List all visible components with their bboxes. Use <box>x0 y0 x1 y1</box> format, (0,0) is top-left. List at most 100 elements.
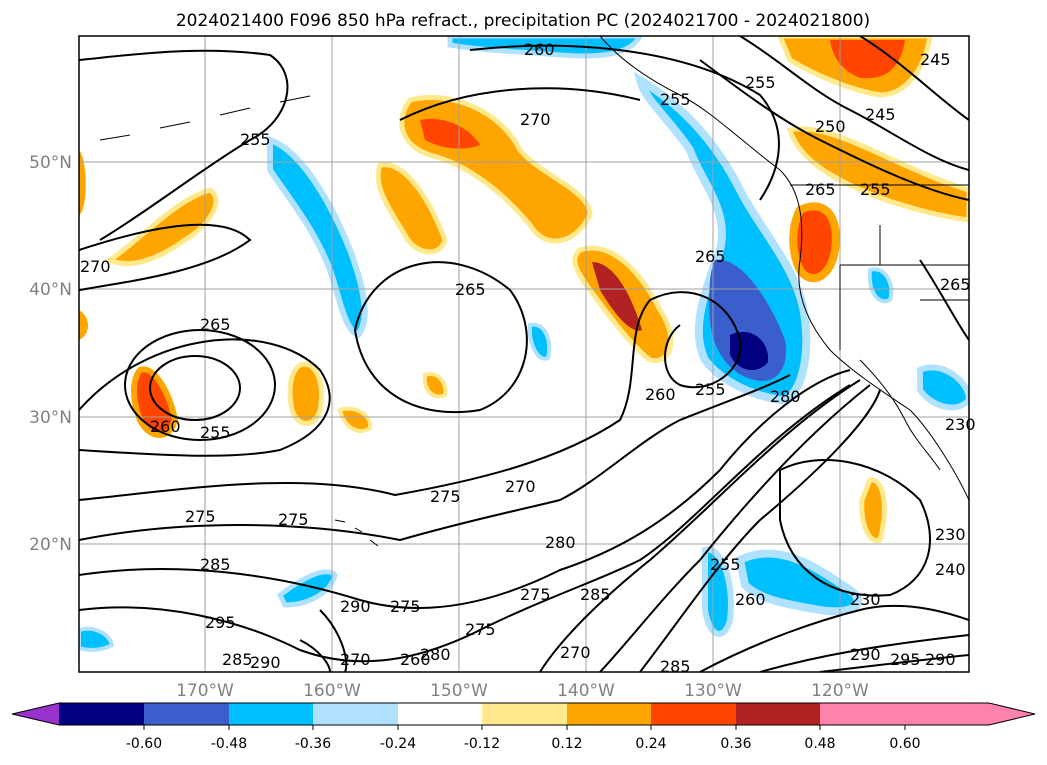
map-panel: 260 270 255 245 245 250 255 255 265 270 … <box>78 35 976 676</box>
precip-negative-area <box>735 549 862 616</box>
contour-label: 275 <box>430 487 461 506</box>
lon-label-120w: 120°W <box>811 681 869 701</box>
precip-negative-area <box>276 569 338 608</box>
contour-label: 255 <box>695 380 726 399</box>
contour-label: 260 <box>150 417 181 436</box>
colorbar-tick-label: 0.60 <box>889 736 920 752</box>
precip-strong-area <box>592 262 642 331</box>
contour-label: 275 <box>520 585 551 604</box>
colorbar-tick-label: -0.12 <box>464 736 500 752</box>
precip-positive-area <box>79 150 86 215</box>
map-frame <box>78 35 970 673</box>
contour-label: 255 <box>200 423 231 442</box>
contour-label: 290 <box>340 597 371 616</box>
colorbar-tick-label: 0.36 <box>720 736 751 752</box>
colorbar-segment <box>482 703 567 725</box>
contour-label: 275 <box>465 620 496 639</box>
precipitation-shading <box>79 36 969 652</box>
lon-label-170w: 170°W <box>176 681 234 701</box>
colorbar-segment <box>905 703 989 725</box>
contour-label: 255 <box>710 555 741 574</box>
aleutian-islands <box>99 95 311 141</box>
colorbar-segment <box>651 703 736 725</box>
north-america-coastline <box>599 36 969 501</box>
precip-negative-area <box>267 135 368 339</box>
precip-negative-area <box>79 626 115 652</box>
colorbar-tick-label: 0.12 <box>551 736 582 752</box>
contour-label: 255 <box>240 130 271 149</box>
coastlines <box>99 36 969 547</box>
contour-label: 265 <box>695 247 726 266</box>
border-line <box>790 184 969 350</box>
contour-label: 255 <box>745 73 776 92</box>
colorbar-segment <box>736 703 820 725</box>
lat-label-30n: 30°N <box>29 408 72 428</box>
lat-label-40n: 40°N <box>29 280 72 300</box>
colorbar-tick-label: 0.24 <box>635 736 666 752</box>
contour-label: 275 <box>278 510 309 529</box>
baja-coastline <box>859 359 941 471</box>
contour-label: 230 <box>850 590 881 609</box>
colorbar-segment <box>567 703 651 725</box>
contour-label: 285 <box>222 650 253 669</box>
colorbar-segment <box>229 703 313 725</box>
colorbar: -0.60 -0.48 -0.36 -0.24 -0.12 0.12 0.24 … <box>11 702 1036 752</box>
contour-label: 250 <box>815 117 846 136</box>
precip-positive-area <box>422 372 448 399</box>
contour-label: 290 <box>850 645 881 664</box>
contour-label: 275 <box>390 597 421 616</box>
contour-label: 270 <box>505 477 536 496</box>
contour-label: 265 <box>805 180 836 199</box>
colorbar-extend-low <box>12 703 59 725</box>
lat-label-50n: 50°N <box>29 153 72 173</box>
precip-strong-area <box>830 40 905 79</box>
precip-positive-area <box>375 162 448 255</box>
colorbar-tick-label: -0.48 <box>211 736 247 752</box>
contour-label: 255 <box>860 180 891 199</box>
contour-label: 270 <box>340 650 371 669</box>
contour-label: 285 <box>580 585 611 604</box>
colorbar-tick-label: 0.48 <box>804 736 835 752</box>
precip-positive-area <box>337 406 373 433</box>
colorbar-segment <box>398 703 482 725</box>
colorbar-tick-label: -0.60 <box>126 736 162 752</box>
hawaii-islands <box>334 519 379 547</box>
contour-label: 280 <box>545 533 576 552</box>
contour-label: 255 <box>660 90 691 109</box>
lon-label-130w: 130°W <box>684 681 742 701</box>
colorbar-segment <box>313 703 398 725</box>
precip-positive-area <box>789 202 840 283</box>
contour-label: 265 <box>200 315 231 334</box>
precip-positive-area <box>786 126 969 223</box>
colorbar-tick-label: -0.24 <box>380 736 416 752</box>
contour-label: 295 <box>205 613 236 632</box>
contour-label: 285 <box>200 555 231 574</box>
lon-label-160w: 160°W <box>303 681 361 701</box>
contour-label: 270 <box>520 110 551 129</box>
lon-axis-labels: 170°W 160°W 150°W 140°W 130°W 120°W <box>176 681 869 701</box>
lat-label-20n: 20°N <box>29 535 72 555</box>
contour-label: 240 <box>935 560 966 579</box>
contour-label: 275 <box>185 507 216 526</box>
contour-label: 290 <box>925 650 956 669</box>
colorbar-segment <box>144 703 229 725</box>
contour-label: 245 <box>920 50 951 69</box>
colorbar-outline <box>11 702 1036 726</box>
contour-label: 260 <box>735 590 766 609</box>
contour-label: 260 <box>400 650 431 669</box>
contour-label: 260 <box>645 385 676 404</box>
lon-label-140w: 140°W <box>557 681 615 701</box>
contour-label: 280 <box>420 645 451 664</box>
refractivity-contours <box>79 36 969 672</box>
precip-positive-area <box>79 310 89 340</box>
contour-label: 260 <box>524 40 555 59</box>
contour-label: 265 <box>455 280 486 299</box>
colorbar-segment <box>59 703 144 725</box>
contour-label: 295 <box>890 650 921 669</box>
colorbar-segment <box>820 703 905 725</box>
lat-axis-labels: 50°N 40°N 30°N 20°N <box>29 153 72 555</box>
contour-label: 245 <box>865 105 896 124</box>
precip-negative-area <box>528 322 551 361</box>
contour-label: 265 <box>940 275 971 294</box>
